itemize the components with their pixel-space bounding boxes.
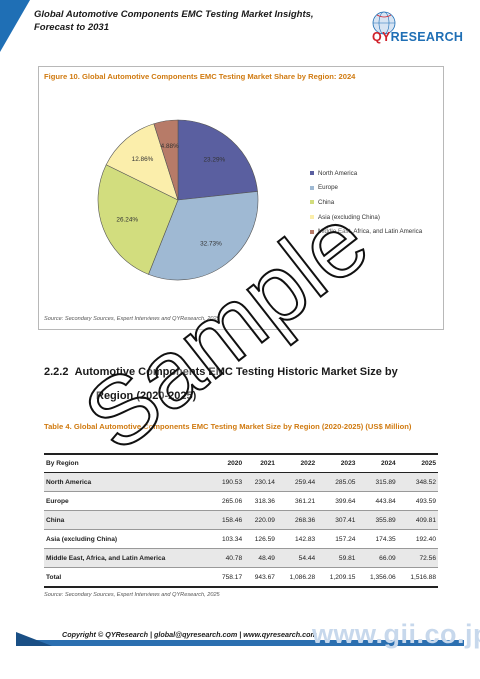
qyresearch-logo [372, 11, 396, 35]
legend-item: North America [310, 166, 422, 181]
table-cell: 315.89 [357, 472, 398, 492]
table-cell: 158.46 [211, 510, 245, 530]
table-cell: 399.64 [317, 491, 358, 511]
table-cell: 72.56 [397, 548, 438, 568]
table-header-row: By Region 2020 2021 2022 2023 2024 2025 [44, 453, 438, 473]
legend-swatch [310, 229, 314, 234]
section-heading: 2.2.2 Automotive Components EMC Testing … [44, 366, 398, 402]
pie-slice-asia-excluding-china [105, 123, 179, 201]
table-cell: China [44, 510, 212, 530]
table-cell: North America [44, 472, 212, 492]
col-header: 2021 [244, 453, 277, 473]
legend-label: Middle East, Africa, and Latin America [318, 228, 423, 236]
pie-data-label: 4.88% [161, 143, 179, 150]
pie-data-label: 32.73% [200, 240, 222, 247]
table-cell: 66.09 [357, 548, 398, 568]
table-cell: Asia (excluding China) [44, 529, 212, 549]
table-cell: 307.41 [317, 510, 358, 530]
table-row: Asia (excluding China) 103.34 126.59 142… [44, 529, 438, 549]
legend-swatch [310, 200, 314, 205]
pie-data-label: 12.86% [132, 156, 154, 163]
pie-slice-europe [148, 191, 259, 281]
table-cell: 230.14 [244, 472, 277, 492]
legend-item: Europe [310, 181, 422, 196]
pie-data-label: 26.24% [116, 217, 138, 224]
table-cell: 443.84 [357, 491, 398, 511]
table-cell: 59.81 [317, 548, 358, 568]
legend-label: Asia (excluding China) [318, 213, 380, 221]
footer-copyright: Copyright © QYResearch | global@qyresear… [62, 630, 317, 639]
table-cell: 259.44 [276, 472, 318, 492]
pie-slice-north-america [177, 119, 258, 201]
table-cell: 285.05 [317, 472, 358, 492]
col-header: By Region [44, 453, 212, 473]
legend-label: North America [318, 169, 358, 177]
table-row-total: Total 758.17 943.67 1,086.28 1,209.15 1,… [44, 567, 438, 588]
table-cell: 493.59 [397, 491, 438, 511]
table-cell: Europe [44, 491, 212, 511]
header-accent [0, 0, 30, 52]
col-header: 2025 [397, 453, 438, 473]
table-cell: 265.06 [211, 491, 245, 511]
col-header: 2024 [357, 453, 398, 473]
footer-bar [16, 640, 464, 646]
legend-item: Middle East, Africa, and Latin America [310, 224, 422, 239]
table-cell: Total [44, 567, 212, 588]
figure-panel [38, 66, 444, 330]
table-cell: 318.36 [244, 491, 277, 511]
table-cell: 943.67 [244, 567, 277, 588]
report-title: Global Automotive Components EMC Testing… [34, 9, 314, 33]
legend-swatch [310, 171, 314, 176]
table-source: Source: Secondary Sources, Expert Interv… [44, 592, 220, 598]
table-cell: 1,209.15 [317, 567, 358, 588]
table-cell: 174.35 [357, 529, 398, 549]
gii-watermark: www.gii.co.jp [312, 619, 480, 649]
table-cell: 409.81 [397, 510, 438, 530]
table-cell: 361.21 [276, 491, 318, 511]
legend-item: Asia (excluding China) [310, 210, 422, 225]
legend-swatch [310, 185, 314, 190]
table-row: Middle East, Africa, and Latin America 4… [44, 548, 438, 568]
legend-swatch [310, 215, 314, 220]
legend-label: China [318, 198, 335, 206]
table-cell: 220.09 [244, 510, 277, 530]
footer-accent [16, 632, 52, 646]
legend-item: China [310, 195, 422, 210]
table-cell: 758.17 [211, 567, 245, 588]
col-header: 2022 [276, 453, 318, 473]
table-cell: 268.36 [276, 510, 318, 530]
table-caption: Table 4. Global Automotive Components EM… [44, 422, 412, 431]
table-cell: 190.53 [211, 472, 245, 492]
table-row: China 158.46 220.09 268.36 307.41 355.89… [44, 510, 438, 530]
pie-legend: North America Europe China Asia (excluding … [310, 166, 422, 239]
table-cell: 348.52 [397, 472, 438, 492]
pie-slice-middle-east-africa-and-latin-america [153, 119, 179, 201]
col-header: 2020 [211, 453, 245, 473]
table-row: Europe 265.06 318.36 361.21 399.64 443.8… [44, 491, 438, 511]
table-cell: 1,356.06 [357, 567, 398, 588]
market-share-pie-chart: 23.29% 32.73% 26.24% 12.86% 4.88% [97, 119, 259, 281]
pie-data-label: 23.29% [204, 157, 226, 164]
legend-label: Europe [318, 184, 338, 192]
col-header: 2023 [317, 453, 358, 473]
table-cell: 40.78 [211, 548, 245, 568]
table-cell: Middle East, Africa, and Latin America [44, 548, 212, 568]
table-cell: 126.59 [244, 529, 277, 549]
table-cell: 157.24 [317, 529, 358, 549]
table-cell: 1,086.28 [276, 567, 318, 588]
pie-slice-china [97, 164, 179, 275]
table-cell: 355.89 [357, 510, 398, 530]
logo-wordmark: QYRESEARCH [372, 30, 464, 44]
table-row: North America 190.53 230.14 259.44 285.0… [44, 472, 438, 492]
table-cell: 54.44 [276, 548, 318, 568]
table-cell: 142.83 [276, 529, 318, 549]
table-cell: 103.34 [211, 529, 245, 549]
table-cell: 48.49 [244, 548, 277, 568]
market-size-table: By Region 2020 2021 2022 2023 2024 2025 … [44, 453, 438, 588]
figure-source: Source: Secondary Sources, Expert Interv… [44, 316, 220, 322]
table-cell: 1,516.88 [397, 567, 438, 588]
table-cell: 192.40 [397, 529, 438, 549]
figure-caption: Figure 10. Global Automotive Components … [44, 72, 356, 81]
